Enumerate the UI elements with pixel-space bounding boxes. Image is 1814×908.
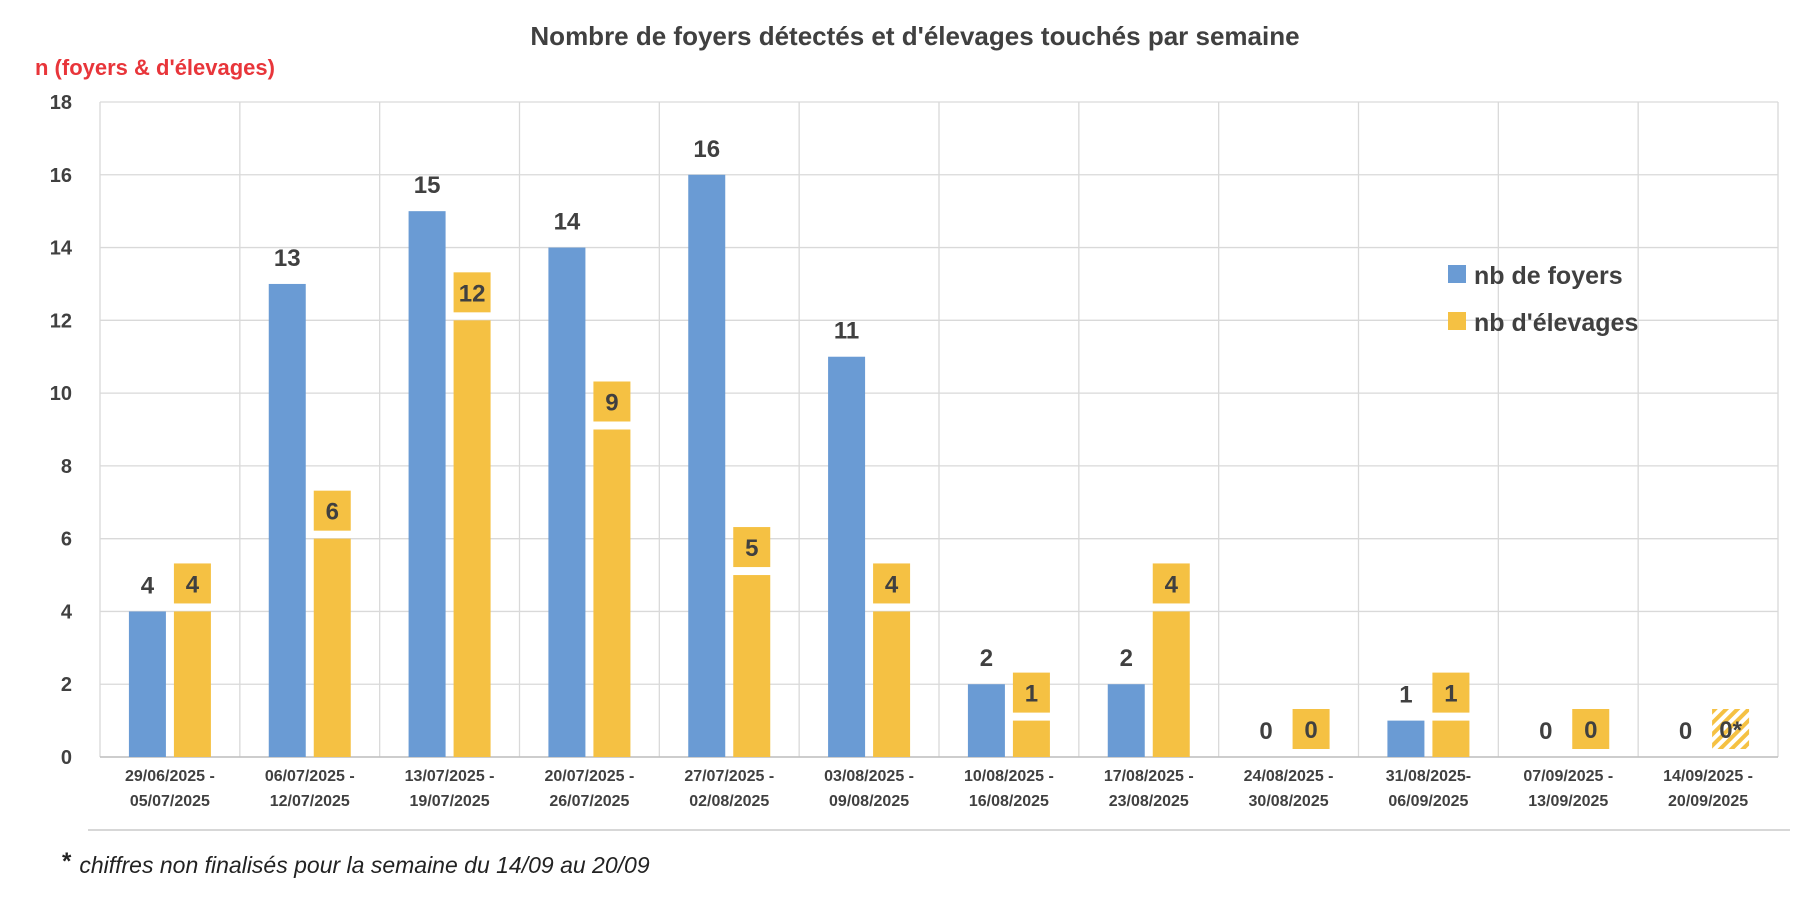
bar-elevages xyxy=(1432,720,1470,757)
data-label-elevages: 0* xyxy=(1719,717,1742,744)
footnote-star: * xyxy=(62,848,72,875)
bar-foyers xyxy=(268,283,306,757)
bar-elevages xyxy=(1012,720,1050,757)
x-tick-label: 20/07/2025 -26/07/2025 xyxy=(544,768,634,810)
data-label-elevages: 1 xyxy=(1025,681,1038,708)
x-tick-label: 29/06/2025 -05/07/2025 xyxy=(125,768,215,810)
data-label-foyers: 0 xyxy=(1679,718,1692,745)
data-label-foyers: 2 xyxy=(1120,645,1133,672)
data-label-foyers: 2 xyxy=(980,645,993,672)
data-label-elevages: 4 xyxy=(885,571,899,598)
bar-elevages xyxy=(313,538,351,757)
y-tick-label: 2 xyxy=(61,674,72,696)
y-axis-label: n (foyers & d'élevages) xyxy=(35,55,275,80)
legend: nb de foyers nb d'élevages xyxy=(1448,262,1638,337)
bar-elevages xyxy=(453,320,491,757)
data-label-box-elevages xyxy=(733,527,771,568)
bar-foyers xyxy=(1107,684,1145,757)
x-tick-label: 07/09/2025 -13/09/2025 xyxy=(1523,768,1613,810)
data-label-elevages: 0 xyxy=(1304,717,1317,744)
data-label-box-elevages xyxy=(873,563,911,604)
x-tick-label: 06/07/2025 -12/07/2025 xyxy=(265,768,355,810)
x-tick-label: 03/08/2025 -09/08/2025 xyxy=(824,768,914,810)
x-tick-label: 24/08/2025 -30/08/2025 xyxy=(1244,768,1334,810)
data-label-foyers: 0 xyxy=(1259,718,1272,745)
data-label-foyers: 1 xyxy=(1399,682,1412,709)
legend-label: nb d'élevages xyxy=(1474,309,1638,337)
y-axis-ticks: 0 2 4 6 8 10 12 14 16 18 xyxy=(50,92,73,769)
x-tick-label: 17/08/2025 -23/08/2025 xyxy=(1104,768,1194,810)
data-label-foyers: 11 xyxy=(834,318,859,345)
y-tick-label: 14 xyxy=(50,238,73,260)
data-label-box-elevages xyxy=(453,272,491,313)
y-tick-label: 12 xyxy=(50,310,72,332)
chart-title: Nombre de foyers détectés et d'élevages … xyxy=(530,21,1299,51)
data-label-elevages: 6 xyxy=(326,499,339,526)
bar-elevages xyxy=(173,611,211,757)
x-tick-label: 13/07/2025 -19/07/2025 xyxy=(405,768,495,810)
data-label-elevages: 9 xyxy=(605,390,618,417)
data-label-foyers: 14 xyxy=(554,209,581,236)
x-tick-label: 31/08/2025-06/09/2025 xyxy=(1386,768,1471,810)
data-label-foyers: 4 xyxy=(141,572,155,599)
bar-foyers xyxy=(408,211,446,757)
y-tick-label: 4 xyxy=(61,601,73,623)
data-label-box-elevages xyxy=(1712,709,1750,749)
chart: Nombre de foyers détectés et d'élevages … xyxy=(35,21,1790,831)
data-label-box-elevages xyxy=(1292,709,1330,749)
data-label-foyers: 13 xyxy=(274,245,301,272)
bar-foyers xyxy=(128,611,166,757)
bar-foyers xyxy=(688,174,726,757)
data-label-box-elevages xyxy=(173,563,211,604)
bar-elevages xyxy=(873,611,911,757)
data-label-elevages: 1 xyxy=(1444,681,1457,708)
footnote-text: chiffres non finalisés pour la semaine d… xyxy=(79,852,650,878)
bar-foyers xyxy=(1387,720,1425,757)
x-tick-label: 14/09/2025 -20/09/2025 xyxy=(1663,768,1753,810)
data-label-box-elevages xyxy=(313,490,351,531)
data-label-elevages: 4 xyxy=(1165,571,1179,598)
legend-label: nb de foyers xyxy=(1474,262,1623,290)
footnote: * chiffres non finalisés pour la semaine … xyxy=(62,848,650,879)
gridlines xyxy=(88,101,1790,831)
data-label-foyers: 16 xyxy=(693,136,720,163)
y-tick-label: 10 xyxy=(50,383,72,405)
x-tick-label: 27/07/2025 -02/08/2025 xyxy=(684,768,774,810)
data-label-box-elevages xyxy=(1432,672,1470,713)
bar-elevages xyxy=(733,575,771,757)
data-label-box-elevages xyxy=(593,381,631,422)
bar-foyers xyxy=(828,356,866,757)
data-label-elevages: 0 xyxy=(1584,717,1597,744)
data-label-foyers: 0 xyxy=(1539,718,1552,745)
data-label-elevages: 12 xyxy=(459,280,486,307)
bar-elevages xyxy=(593,429,631,757)
legend-swatch xyxy=(1448,265,1466,283)
y-tick-label: 16 xyxy=(50,165,72,187)
y-tick-label: 8 xyxy=(61,456,72,478)
legend-swatch xyxy=(1448,312,1466,330)
bar-foyers xyxy=(967,684,1005,757)
bar-elevages xyxy=(1152,611,1190,757)
x-tick-label: 10/08/2025 -16/08/2025 xyxy=(964,768,1054,810)
data-label-box-elevages xyxy=(1572,709,1610,749)
x-axis-categories: 29/06/2025 -05/07/2025 06/07/2025 -12/07/… xyxy=(125,768,1753,810)
data-label-box-elevages xyxy=(1012,672,1050,713)
data-label-elevages: 5 xyxy=(745,535,758,562)
data-label-box-elevages xyxy=(1152,563,1190,604)
data-label-foyers: 15 xyxy=(414,172,441,199)
y-tick-label: 18 xyxy=(50,92,72,114)
y-tick-label: 6 xyxy=(61,529,72,551)
bar-foyers xyxy=(548,247,586,758)
data-label-elevages: 4 xyxy=(186,571,200,598)
y-tick-label: 0 xyxy=(61,747,72,769)
